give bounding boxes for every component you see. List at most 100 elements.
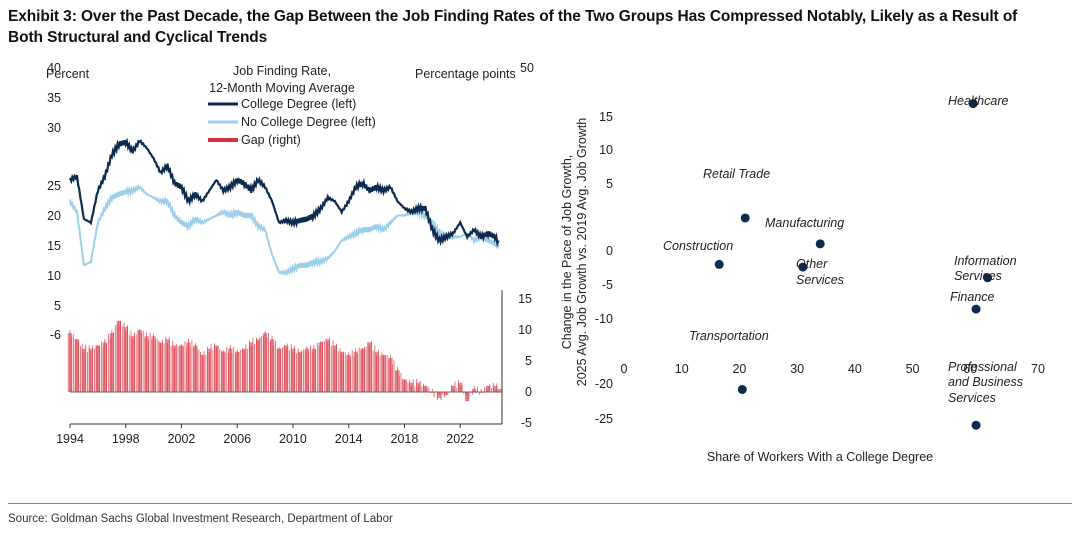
scatter-dot	[968, 99, 978, 109]
legend-label: Gap (right)	[241, 133, 301, 147]
scatter-dot	[983, 273, 993, 283]
scatter-y-tick-label: -25	[595, 412, 613, 426]
scatter-point-construction: Construction	[663, 239, 733, 269]
scatter-y-tick-label: 10	[599, 143, 613, 157]
legend-title-line-1: Job Finding Rate,	[233, 64, 331, 78]
gap-bar	[451, 385, 456, 392]
series-line-no-college	[69, 183, 500, 277]
scatter-y-tick-label: 0	[606, 244, 613, 258]
scatter-point-label: Professional	[948, 360, 1018, 374]
scatter-point-label: Manufacturing	[765, 216, 844, 230]
x-tick-label: 2022	[446, 432, 474, 446]
scatter-x-tick-label: 0	[621, 362, 628, 376]
series-line-college	[68, 137, 500, 248]
gap-bar	[478, 392, 484, 393]
left-tick-label: -6	[50, 328, 61, 342]
scatter-point-retail-trade: Retail Trade	[703, 167, 770, 223]
scatter-x-tick-label: 10	[675, 362, 689, 376]
legend-label: No College Degree (left)	[241, 115, 376, 129]
legend-label: College Degree (left)	[241, 97, 356, 111]
scatter-dot	[740, 213, 750, 223]
title-line-2: Both Structural and Cyclical Trends	[8, 29, 268, 46]
title-line-1: Exhibit 3: Over the Past Decade, the Gap…	[8, 8, 1018, 25]
scatter-y-tick-label: -10	[595, 312, 613, 326]
gap-bar	[497, 388, 502, 392]
gap-bars	[67, 320, 502, 402]
left-tick-label: 10	[47, 269, 61, 283]
x-tick-label: 2002	[168, 432, 196, 446]
scatter-x-tick-label: 20	[732, 362, 746, 376]
left-tick-label: 15	[47, 239, 61, 253]
gap-bar	[430, 392, 435, 393]
scatter-dot	[714, 259, 724, 269]
right-tick-label: -5	[521, 416, 532, 430]
scatter-dot	[815, 239, 825, 249]
scatter-point-label: Finance	[950, 290, 995, 304]
x-tick-label: 2018	[391, 432, 419, 446]
scatter-point-label: Services	[954, 269, 1002, 283]
scatter-y-tick-label: 5	[606, 177, 613, 191]
right-tick-label: 50	[520, 61, 534, 75]
exhibit-title: Exhibit 3: Over the Past Decade, the Gap…	[8, 6, 1074, 48]
scatter-x-tick-label: 30	[790, 362, 804, 376]
scatter-point-finance: Finance	[950, 290, 995, 314]
scatter-dot	[737, 384, 747, 394]
scatter-x-axis-ticks: 0 10 20 30 40 50 60 70	[621, 362, 1045, 376]
scatter-point-healthcare: Healthcare	[948, 94, 1008, 109]
x-axis-ticks: 1994 1998 2002 2006 2010 2014 2018 2022	[56, 424, 474, 446]
scatter-point-label: Services	[948, 391, 996, 405]
gap-bar	[492, 385, 498, 392]
right-tick-label: 10	[518, 323, 532, 337]
legend: College Degree (left) No College Degree (…	[208, 97, 376, 147]
x-tick-label: 2014	[335, 432, 363, 446]
scatter-y-axis-ticks: 15 10 5 0 -5 -10 -20 -25	[595, 110, 613, 426]
right-axis-unit-label: Percentage points	[415, 67, 516, 81]
scatter-y-tick-label: -20	[595, 377, 613, 391]
scatter-y-tick-label: -5	[602, 278, 613, 292]
gap-bar	[437, 392, 442, 399]
scatter-point-label: Transportation	[689, 329, 769, 343]
scatter-point-label: Information	[954, 254, 1017, 268]
job-finding-rate-chart: Percent Percentage points Job Finding Ra…	[46, 61, 534, 446]
scatter-y-axis-label-line-2: 2025 Avg. Job Growth vs. 2019 Avg. Job G…	[575, 118, 589, 386]
scatter-dot	[971, 420, 981, 430]
scatter-points: Healthcare Retail Trade Manufacturing Const…	[663, 94, 1023, 430]
scatter-point-label: Healthcare	[948, 94, 1008, 108]
series-lines	[68, 137, 500, 277]
x-tick-label: 1998	[112, 432, 140, 446]
scatter-dot	[971, 304, 981, 314]
scatter-x-tick-label: 50	[906, 362, 920, 376]
right-tick-label: 5	[525, 354, 532, 368]
left-axis-unit-label: Percent	[46, 67, 90, 81]
left-axis-ticks: 40 35 30 25 20 15 10 5 -6	[47, 61, 61, 342]
scatter-dot	[798, 262, 808, 272]
scatter-x-axis-label: Share of Workers With a College Degree	[707, 450, 933, 464]
scatter-y-tick-label: 15	[599, 110, 613, 124]
x-tick-label: 1994	[56, 432, 84, 446]
scatter-point-transportation: Transportation	[689, 329, 769, 394]
scatter-point-label: Other	[796, 257, 828, 271]
scatter-point-manufacturing: Manufacturing	[765, 216, 844, 249]
scatter-y-axis-label-line-1: Change in the Pace of Job Growth,	[560, 155, 574, 350]
scatter-point-label: Construction	[663, 239, 733, 253]
scatter-x-tick-label: 60	[963, 362, 977, 376]
right-tick-label: 0	[525, 385, 532, 399]
scatter-point-other-services: Other Services	[796, 257, 844, 287]
left-tick-label: 40	[47, 61, 61, 75]
left-tick-label: 20	[47, 209, 61, 223]
right-tick-label: 15	[518, 292, 532, 306]
scatter-point-label: and Business	[948, 375, 1023, 389]
source-note: Source: Goldman Sachs Global Investment …	[8, 513, 393, 525]
exhibit-charts: Percent Percentage points Job Finding Ra…	[46, 61, 1045, 464]
left-tick-label: 35	[47, 91, 61, 105]
x-tick-label: 2006	[223, 432, 251, 446]
scatter-x-tick-label: 70	[1031, 362, 1045, 376]
left-tick-label: 5	[54, 299, 61, 313]
scatter-point-label: Services	[796, 273, 844, 287]
scatter-x-tick-label: 40	[848, 362, 862, 376]
left-tick-label: 25	[47, 179, 61, 193]
footer-divider	[8, 503, 1072, 504]
